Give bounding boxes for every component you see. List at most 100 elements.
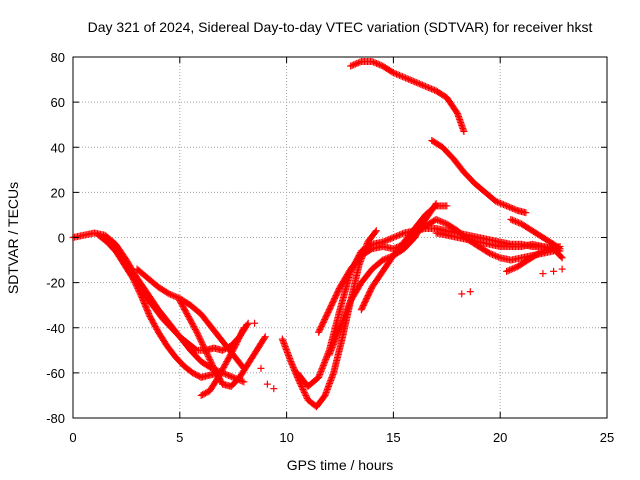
data-point [368,58,376,66]
data-point [236,331,244,339]
data-point [397,72,405,80]
data-point [426,84,434,92]
data-point [299,385,307,393]
grid-layer [73,57,607,418]
data-point [429,86,437,94]
series-track-6 [197,324,248,399]
data-point [418,81,426,89]
data-point [411,78,419,86]
data-point [510,205,518,213]
data-point [353,59,361,67]
data-point [399,230,407,238]
data-point [497,199,505,207]
data-point [300,387,308,395]
data-point [234,336,242,344]
data-point [225,371,233,379]
data-point [417,80,425,88]
points-layer [69,58,566,411]
data-point [238,377,246,385]
data-point [391,69,399,77]
data-point [389,234,397,241]
series-track-12 [357,202,451,314]
data-point [405,75,413,83]
data-point [303,393,311,401]
data-point [386,235,394,243]
data-point [501,201,509,209]
data-point [231,342,239,350]
series-track-13 [347,58,468,135]
data-point [437,217,445,225]
data-point [199,340,207,348]
data-point [374,60,382,68]
data-point [492,252,500,260]
data-point [296,379,304,387]
data-point [443,202,451,210]
series-track-14 [428,136,530,217]
data-point [263,380,271,388]
data-point [297,381,305,389]
data-point [251,319,259,327]
data-point [428,85,436,93]
data-point [492,197,500,205]
data-point [506,203,514,211]
data-point [372,227,380,235]
series-track-7 [251,319,278,393]
data-point [394,232,402,240]
data-point [233,337,241,345]
data-point [415,80,423,88]
data-point [244,319,252,327]
data-point [194,331,202,339]
data-point [495,253,503,261]
data-point [300,388,308,396]
data-point [348,61,356,69]
data-point [208,360,216,368]
data-point [198,339,206,347]
data-point [388,234,396,242]
data-point [298,384,306,392]
data-point [460,127,468,135]
data-point [165,290,173,298]
data-point [503,202,511,210]
data-point [223,371,231,379]
data-point [197,337,205,345]
data-point [236,333,244,341]
data-point [397,230,405,238]
data-point [196,334,204,342]
data-point [370,58,378,66]
data-point [403,75,411,83]
data-point [402,74,410,82]
data-point [382,255,390,263]
data-point [168,291,176,299]
data-point [371,228,379,236]
data-point [206,355,214,363]
data-point [421,82,429,90]
data-point [495,199,503,207]
chart-title: Day 321 of 2024, Sidereal Day-to-day VTE… [88,19,593,35]
series-track-1 [69,229,248,386]
data-point [373,59,381,67]
data-point [356,58,364,66]
data-point [204,352,212,360]
data-point [423,83,431,91]
data-point [209,361,217,369]
data-point [201,345,209,353]
data-point [391,233,399,241]
data-point [493,198,501,206]
data-point [194,330,202,338]
data-point [207,358,215,366]
data-point [170,292,178,300]
data-point [406,76,414,84]
data-point [351,60,359,68]
data-point [203,349,211,357]
data-point [205,354,213,362]
data-point [440,219,448,227]
data-point [507,204,515,212]
data-point [486,249,494,257]
data-point [435,217,443,225]
series-track-3 [107,243,252,354]
data-point [414,79,422,87]
data-point [394,71,402,79]
data-point [238,327,246,335]
